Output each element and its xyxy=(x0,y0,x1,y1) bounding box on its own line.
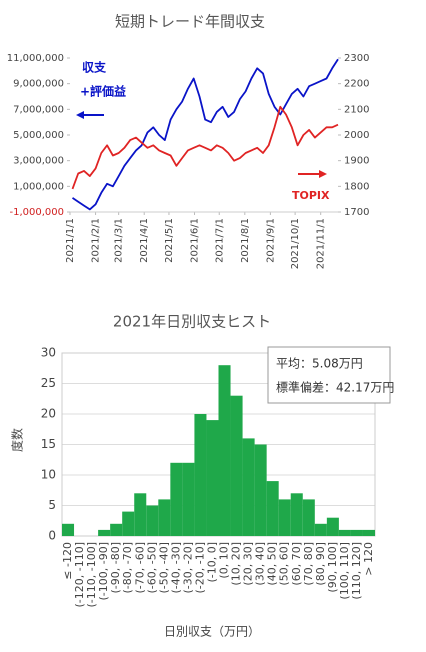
bar xyxy=(98,529,111,536)
bar xyxy=(302,499,315,536)
x-tick-label: 2021/10/1 xyxy=(290,218,301,269)
x-tick-label: 2021/4/1 xyxy=(139,218,150,263)
x-axis-label: 日別収支（万円） xyxy=(164,625,260,639)
bar xyxy=(278,499,291,536)
bar xyxy=(62,523,75,536)
y-tick-label: 15 xyxy=(41,437,56,451)
marks: -1,000,000 1,000,000 3,000,000 5,000,000 7,0… xyxy=(7,53,376,608)
bar xyxy=(338,529,351,536)
bar xyxy=(326,517,339,536)
y-tick-label: 9,000,000 xyxy=(13,79,64,90)
x-tick-label: 2021/11/1 xyxy=(316,218,327,269)
chart-title: 短期トレード年間収支 xyxy=(115,13,265,31)
x-tick-label: 2021/1/1 xyxy=(65,218,76,263)
annotation: 標準偏差：42.17万円 xyxy=(276,380,394,395)
x-tick-label: (0, 10] xyxy=(218,542,231,579)
x-tick-label: 2021/7/1 xyxy=(214,218,225,263)
bar xyxy=(290,493,303,536)
annotation: 平均：5.08万円 xyxy=(276,357,363,371)
x-tick-label: (-120, -110] xyxy=(73,542,86,608)
bar xyxy=(362,529,375,536)
x-tick-label: (30, 40] xyxy=(254,542,267,586)
arrow-head xyxy=(319,170,327,178)
y-tick-label: 11,000,000 xyxy=(7,53,64,64)
y2-tick-label: 2200 xyxy=(344,79,369,90)
y2-tick-label: 1900 xyxy=(344,156,369,167)
y-tick-label: 0 xyxy=(48,529,56,543)
x-tick-label: (-10, 0] xyxy=(205,542,218,583)
line-series xyxy=(72,58,339,211)
x-tick-label: (-50, -40] xyxy=(157,542,170,594)
x-tick-label: 2021/8/1 xyxy=(240,218,251,263)
bar xyxy=(134,493,147,536)
bar xyxy=(218,365,231,536)
x-tick-label: 2021/9/1 xyxy=(265,218,276,263)
x-tick-label: (110, 120] xyxy=(350,542,363,600)
bar xyxy=(170,462,183,536)
x-tick-label: (100, 110] xyxy=(338,542,351,600)
x-tick-label: (-100, -90] xyxy=(97,542,110,601)
y2-tick-label: 2000 xyxy=(344,130,369,141)
x-tick-label: (80, 90] xyxy=(314,542,327,586)
y2-tick-label: 2300 xyxy=(344,53,369,64)
y-tick-label: 5,000,000 xyxy=(13,130,64,141)
y-tick-label: -1,000,000 xyxy=(9,207,64,218)
x-tick-label: (20, 30] xyxy=(242,542,255,586)
y-axis-label: 度数 xyxy=(10,428,25,452)
bar xyxy=(158,499,171,536)
x-tick-label: ≤ -120 xyxy=(61,542,74,580)
x-tick-label: (90, 100] xyxy=(326,542,339,593)
bar xyxy=(122,511,135,536)
x-tick-label: 2021/3/1 xyxy=(114,218,125,263)
x-tick-label: (-20, -10] xyxy=(193,542,206,594)
annotation: +評価益 xyxy=(80,84,126,99)
x-tick-label: (10, 20] xyxy=(230,542,243,586)
x-tick-label: (60, 70] xyxy=(290,542,303,586)
y2-tick-label: 1800 xyxy=(344,181,369,192)
x-tick-label: (-40, -30] xyxy=(169,542,182,594)
y-tick-label: 7,000,000 xyxy=(13,104,64,115)
bar xyxy=(254,444,267,536)
x-tick-label: 2021/6/1 xyxy=(190,218,201,263)
y-tick-label: 5 xyxy=(48,498,56,512)
x-tick-label: (-60, -50] xyxy=(145,542,158,594)
x-tick-label: (-110, -100] xyxy=(85,542,98,608)
x-tick-label: (-80, -70] xyxy=(121,542,134,594)
bar xyxy=(206,420,219,536)
bar xyxy=(182,462,195,536)
bar xyxy=(242,438,255,536)
stats-box xyxy=(267,346,391,404)
bar xyxy=(350,529,363,536)
x-tick-label: (-30, -20] xyxy=(181,542,194,594)
annotation: TOPIX xyxy=(292,189,330,202)
y-tick-label: 30 xyxy=(41,346,56,360)
bar xyxy=(146,505,159,536)
bar xyxy=(266,481,279,536)
x-tick-label: 2021/2/1 xyxy=(91,218,102,263)
y-tick-label: 3,000,000 xyxy=(13,156,64,167)
x-tick-label: (70, 80] xyxy=(302,542,315,586)
x-tick-label: > 120 xyxy=(362,542,375,576)
y-tick-label: 20 xyxy=(41,407,56,421)
arrow-head xyxy=(76,111,84,119)
x-tick-label: (50, 60] xyxy=(278,542,291,586)
x-tick-label: (40, 50] xyxy=(266,542,279,586)
bar xyxy=(314,523,327,536)
x-tick-label: 2021/5/1 xyxy=(164,218,175,263)
bar xyxy=(194,414,207,536)
x-tick-label: (-70, -60] xyxy=(133,542,146,594)
x-tick-label: (-90, -80] xyxy=(109,542,122,594)
y2-tick-label: 1700 xyxy=(344,207,369,218)
y-tick-label: 25 xyxy=(41,376,56,390)
bar xyxy=(230,395,243,536)
chart-title: 2021年日別収支ヒスト xyxy=(113,313,271,331)
y-tick-label: 1,000,000 xyxy=(13,181,64,192)
line-series xyxy=(71,105,339,190)
y-tick-label: 10 xyxy=(41,468,56,482)
bar xyxy=(110,523,123,536)
annotation: 収支 xyxy=(82,60,107,75)
y2-tick-label: 2100 xyxy=(344,104,369,115)
